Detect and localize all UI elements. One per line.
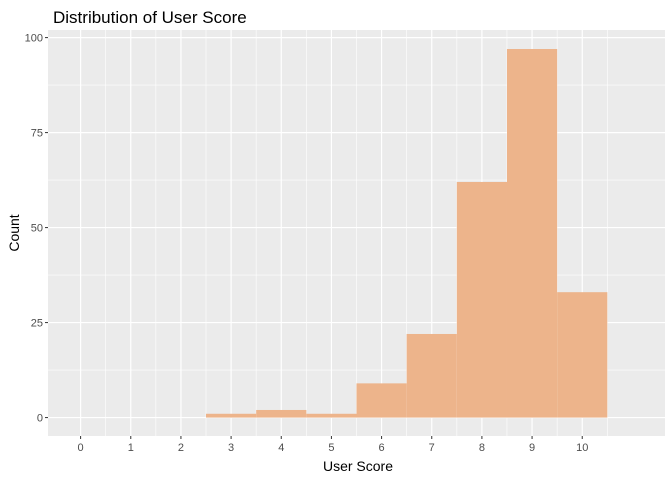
y-axis: 0 25 50 75 100 [25, 33, 48, 425]
histogram-bar [456, 181, 507, 418]
histogram-bar [206, 413, 257, 418]
y-tick-label: 75 [31, 128, 43, 140]
histogram-bar [356, 383, 407, 418]
x-tick-label: 2 [178, 442, 184, 454]
y-tick-label: 0 [37, 413, 43, 425]
histogram-bar [306, 413, 357, 418]
major-gridlines [48, 30, 665, 436]
histogram-bars [206, 48, 608, 418]
histogram-bar [506, 48, 558, 418]
x-tick-label: 4 [278, 442, 284, 454]
y-tick-label: 100 [25, 33, 43, 45]
histogram-bar [406, 333, 457, 418]
x-axis: 0 1 2 3 4 5 6 7 8 9 10 [78, 436, 588, 454]
x-tick-label: 0 [78, 442, 84, 454]
x-tick-label: 6 [379, 442, 385, 454]
x-tick-label: 7 [429, 442, 435, 454]
y-tick-label: 25 [31, 318, 43, 330]
histogram-bar [256, 409, 307, 418]
x-tick-label: 8 [479, 442, 485, 454]
y-tick-label: 50 [31, 223, 43, 235]
y-axis-title: Count [6, 214, 22, 251]
x-tick-label: 9 [529, 442, 535, 454]
histogram-bar [557, 292, 608, 418]
x-tick-label: 1 [128, 442, 134, 454]
x-axis-title: User Score [323, 458, 393, 474]
x-tick-label: 5 [328, 442, 334, 454]
x-tick-label: 10 [576, 442, 588, 454]
chart-title: Distribution of User Score [53, 8, 247, 27]
x-tick-label: 3 [228, 442, 234, 454]
